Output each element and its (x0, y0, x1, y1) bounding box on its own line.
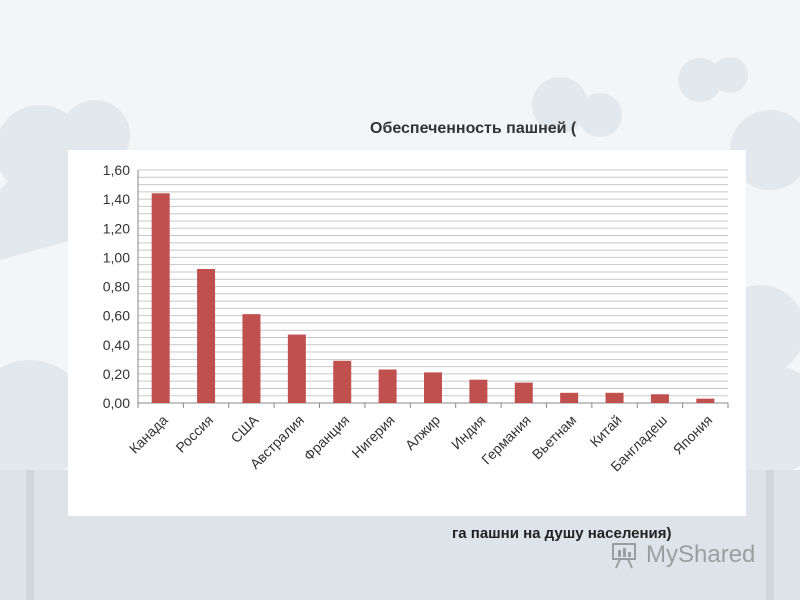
x-category-label: Китай (587, 412, 625, 450)
y-tick-label: 1,00 (103, 249, 130, 265)
bar-chart: 0,00 0,20 0,40 0,60 0,80 1,00 1,20 1,40 1,60 Кана… (103, 162, 729, 474)
y-tick-label: 0,60 (103, 308, 130, 324)
y-tick-label: 1,60 (103, 162, 130, 178)
slide-title: Обеспеченность пашней ( (370, 120, 577, 137)
bar-13 (696, 398, 715, 403)
watermark: MyShared (610, 538, 755, 572)
presentation-icon (612, 543, 636, 569)
x-category-label: США (227, 411, 262, 446)
x-category-label: Вьетнам (529, 412, 580, 463)
x-category-label: Россия (172, 412, 216, 456)
bar-10 (560, 392, 579, 403)
y-tick-label: 0,80 (103, 279, 130, 295)
y-tick-label: 0,20 (103, 366, 130, 382)
x-category-label: Нигерия (348, 412, 397, 461)
y-tick-label: 0,40 (103, 337, 130, 353)
x-category-label: Индия (448, 412, 489, 453)
bar-1 (151, 193, 170, 403)
bar-3 (242, 314, 261, 403)
watermark-text: MyShared (646, 541, 756, 568)
bar-2 (197, 269, 216, 403)
bar-11 (605, 392, 624, 403)
x-category-label: Канада (126, 412, 171, 457)
y-tick-label: 1,20 (103, 220, 130, 236)
bar-12 (650, 394, 669, 403)
bar-4 (287, 334, 306, 403)
x-category-label: Алжир (402, 412, 444, 454)
y-tick-label: 1,40 (103, 191, 130, 207)
bar-5 (333, 360, 352, 403)
slide-subtitle: га пашни на душу населения) (452, 525, 672, 542)
x-category-label: Япония (670, 412, 716, 458)
bar-9 (514, 382, 533, 403)
chart-area: 0,00 0,20 0,40 0,60 0,80 1,00 1,20 1,40 1,60 Кана… (68, 150, 746, 516)
bar-7 (424, 372, 442, 403)
bar-8 (469, 379, 488, 403)
y-tick-label: 0,00 (103, 395, 130, 411)
x-category-label: Франция (300, 412, 352, 464)
x-category-label: Германия (478, 412, 534, 468)
bar-6 (378, 369, 397, 403)
